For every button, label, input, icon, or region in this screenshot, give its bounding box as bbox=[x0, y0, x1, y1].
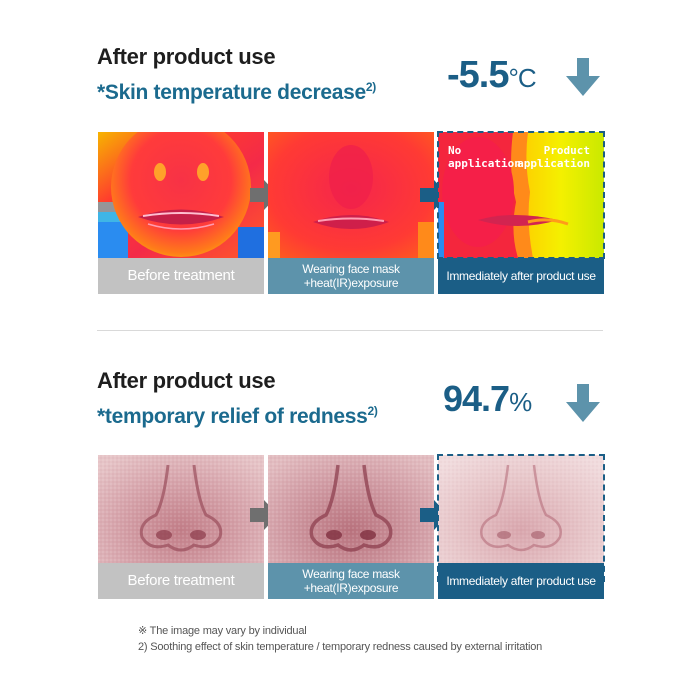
footnote-individual: ※ The image may vary by individual bbox=[138, 625, 307, 637]
thermal-image-mask-heat bbox=[268, 132, 434, 258]
caption-before-treatment: Before treatment bbox=[98, 563, 264, 599]
caption-mask-heat: Wearing face mask +heat(IR)exposure bbox=[268, 563, 434, 599]
caption-before-treatment: Before treatment bbox=[98, 258, 264, 294]
down-arrow-icon bbox=[566, 58, 600, 96]
redness-image-after bbox=[438, 455, 604, 581]
product-application-label: Product application bbox=[517, 144, 590, 170]
caption-after-use: Immediately after product use bbox=[438, 563, 604, 599]
no-application-label: No application bbox=[448, 144, 521, 170]
section-subtitle: *Skin temperature decrease2) bbox=[97, 80, 376, 104]
redness-image-before bbox=[98, 455, 264, 581]
section-title: After product use bbox=[97, 368, 276, 393]
down-arrow-icon bbox=[566, 384, 600, 422]
section-divider bbox=[97, 330, 603, 331]
thermal-image-before bbox=[98, 132, 264, 258]
caption-mask-heat: Wearing face mask +heat(IR)exposure bbox=[268, 258, 434, 294]
temperature-value: -5.5°C bbox=[447, 54, 537, 96]
thermal-image-after: No application Product application bbox=[438, 132, 604, 258]
section-skin-temperature: After product use *Skin temperature decr… bbox=[0, 0, 700, 320]
section-subtitle: *temporary relief of redness2) bbox=[97, 404, 378, 428]
redness-image-mask-heat bbox=[268, 455, 434, 581]
section-title: After product use bbox=[97, 44, 276, 69]
footnote-reference: 2) Soothing effect of skin temperature /… bbox=[138, 641, 543, 653]
section-redness: After product use *temporary relief of r… bbox=[0, 340, 700, 620]
redness-value: 94.7% bbox=[443, 378, 532, 419]
caption-after-use: Immediately after product use bbox=[438, 258, 604, 294]
